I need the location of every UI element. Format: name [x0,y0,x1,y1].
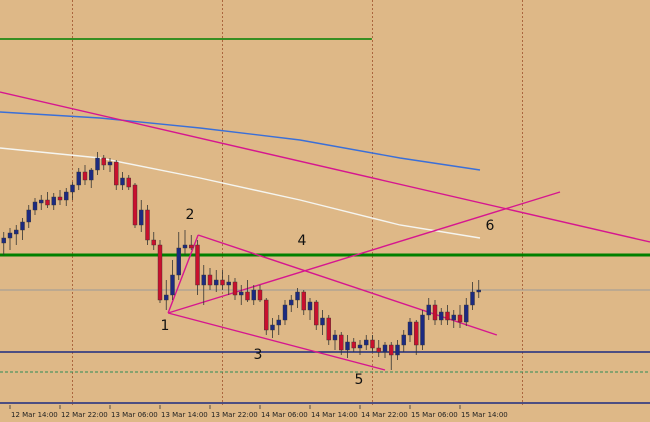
candle-body [476,289,481,293]
candle-body [45,199,50,206]
candle-body [101,157,106,166]
candle-body [76,171,81,186]
x-tick-label: 13 Mar 06:00 [111,411,158,419]
candle-body [320,317,325,326]
x-tick-label: 13 Mar 22:00 [211,411,258,419]
candle-body [370,339,375,349]
x-tick-label: 14 Mar 06:00 [261,411,308,419]
candle-body [351,341,356,349]
candle-body [276,319,281,326]
candle-body [189,244,194,249]
candle-body [139,209,144,226]
candle-body [51,196,56,206]
candle-body [345,341,350,351]
wave-label: 2 [186,207,195,223]
candle-body [89,169,94,181]
x-tick-label: 15 Mar 06:00 [411,411,458,419]
candle-body [301,291,306,311]
candle-body [82,171,88,181]
candle-body [439,311,444,321]
candle-body [145,209,150,241]
candle-body [401,334,406,346]
candle-body [445,311,450,321]
candle-body [295,291,300,301]
candle-body [132,184,138,226]
candle-body [332,334,338,341]
candle-body [170,274,175,296]
moving-average [0,111,481,171]
candle-body [214,279,219,286]
wave-label: 3 [254,347,263,363]
x-tick-label: 15 Mar 14:00 [461,411,508,419]
candle-body [420,314,425,346]
moving-average [0,147,481,239]
candle-body [1,237,6,244]
candle-body [289,299,294,306]
candle-body [382,344,388,353]
candle-body [20,221,25,231]
candle-body [426,304,431,316]
x-tick-label: 13 Mar 14:00 [161,411,208,419]
candle-body [357,344,363,349]
candle-body [232,281,238,296]
candle-body [270,324,275,331]
candle-body [126,177,131,188]
candle-body [95,157,100,171]
candle-body [182,244,188,249]
wave-label: 4 [298,233,307,249]
candle-body [414,321,419,346]
x-tick-label: 12 Mar 22:00 [61,411,108,419]
candle-body [32,201,38,211]
candle-body [26,209,31,223]
candle-body [220,279,225,286]
candle-body [39,199,44,204]
candle-body [432,304,438,321]
candle-body [282,304,288,321]
candle-body [451,314,456,321]
candle-body [57,196,63,201]
candle-body [107,161,113,166]
x-tick-label: 12 Mar 14:00 [11,411,58,419]
x-tick-label: 14 Mar 22:00 [361,411,408,419]
candle-body [176,247,181,276]
candle-body [389,344,394,356]
trend-line [167,312,386,371]
wave-label: 6 [486,218,495,234]
candle-body [226,281,231,286]
candle-body [70,184,75,193]
trend-line [0,91,650,243]
candle-body [7,232,13,239]
candle-body [264,299,269,331]
candle-body [120,177,125,186]
candle-body [157,244,163,301]
candle-body [245,291,250,301]
candle-body [14,229,19,235]
candle-body [164,294,169,301]
candle-body [407,321,413,336]
candle-body [257,289,263,301]
candle-body [339,334,344,351]
candle-body [195,244,200,286]
candle-body [201,274,206,286]
candle-body [64,191,69,201]
candle-body [470,291,475,306]
candle-body [307,301,313,311]
candle-body [376,347,381,353]
candle-body [314,301,319,326]
candle-body [239,291,244,296]
candle-body [114,161,119,186]
candle-body [326,317,331,341]
wave-label: 5 [355,372,364,388]
candle-body [207,274,213,286]
candle-body [395,344,400,356]
x-tick-label: 14 Mar 14:00 [311,411,358,419]
candle-body [457,314,463,323]
wave-label: 1 [161,318,170,334]
candle-body [464,304,469,323]
candle-body [151,239,156,246]
candle-body [364,339,369,346]
candle-body [251,289,256,301]
